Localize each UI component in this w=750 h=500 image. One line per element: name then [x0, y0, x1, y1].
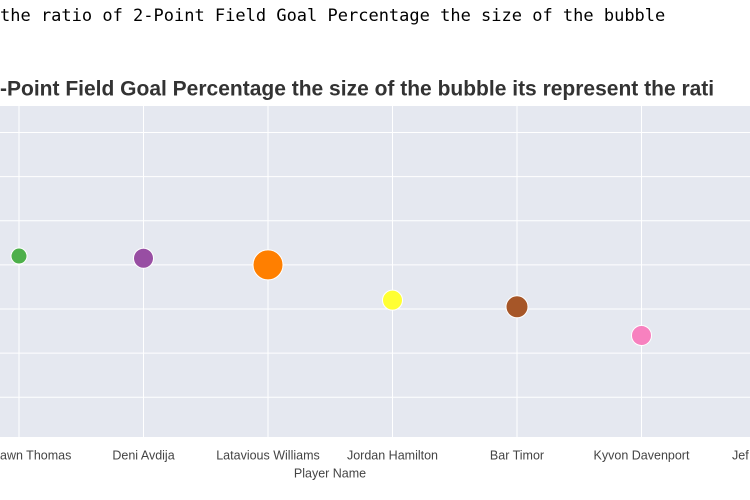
grid: [0, 106, 750, 437]
x-tick-label: Bar Timor: [490, 448, 544, 462]
x-axis-label: Player Name: [294, 466, 366, 480]
plot-background: [0, 106, 750, 437]
marks: [10, 247, 652, 346]
x-tick-label: Deni Avdija: [112, 448, 174, 462]
chart-title: -Point Field Goal Percentage the size of…: [0, 78, 714, 101]
bubble: [10, 247, 28, 265]
x-tick-label: Jordan Hamilton: [347, 448, 438, 462]
bubble: [382, 289, 403, 311]
bubble: [505, 295, 529, 319]
x-tick-label: awn Thomas: [0, 448, 71, 462]
bubble: [631, 324, 652, 346]
bubble: [133, 247, 154, 269]
bubble: [252, 249, 284, 281]
title-background: [0, 60, 750, 104]
x-tick-label: Jef: [732, 448, 749, 462]
header-text: the ratio of 2-Point Field Goal Percenta…: [0, 6, 665, 26]
x-tick-label: Kyvon Davenport: [594, 448, 690, 462]
x-tick-label: Latavious Williams: [216, 448, 320, 462]
